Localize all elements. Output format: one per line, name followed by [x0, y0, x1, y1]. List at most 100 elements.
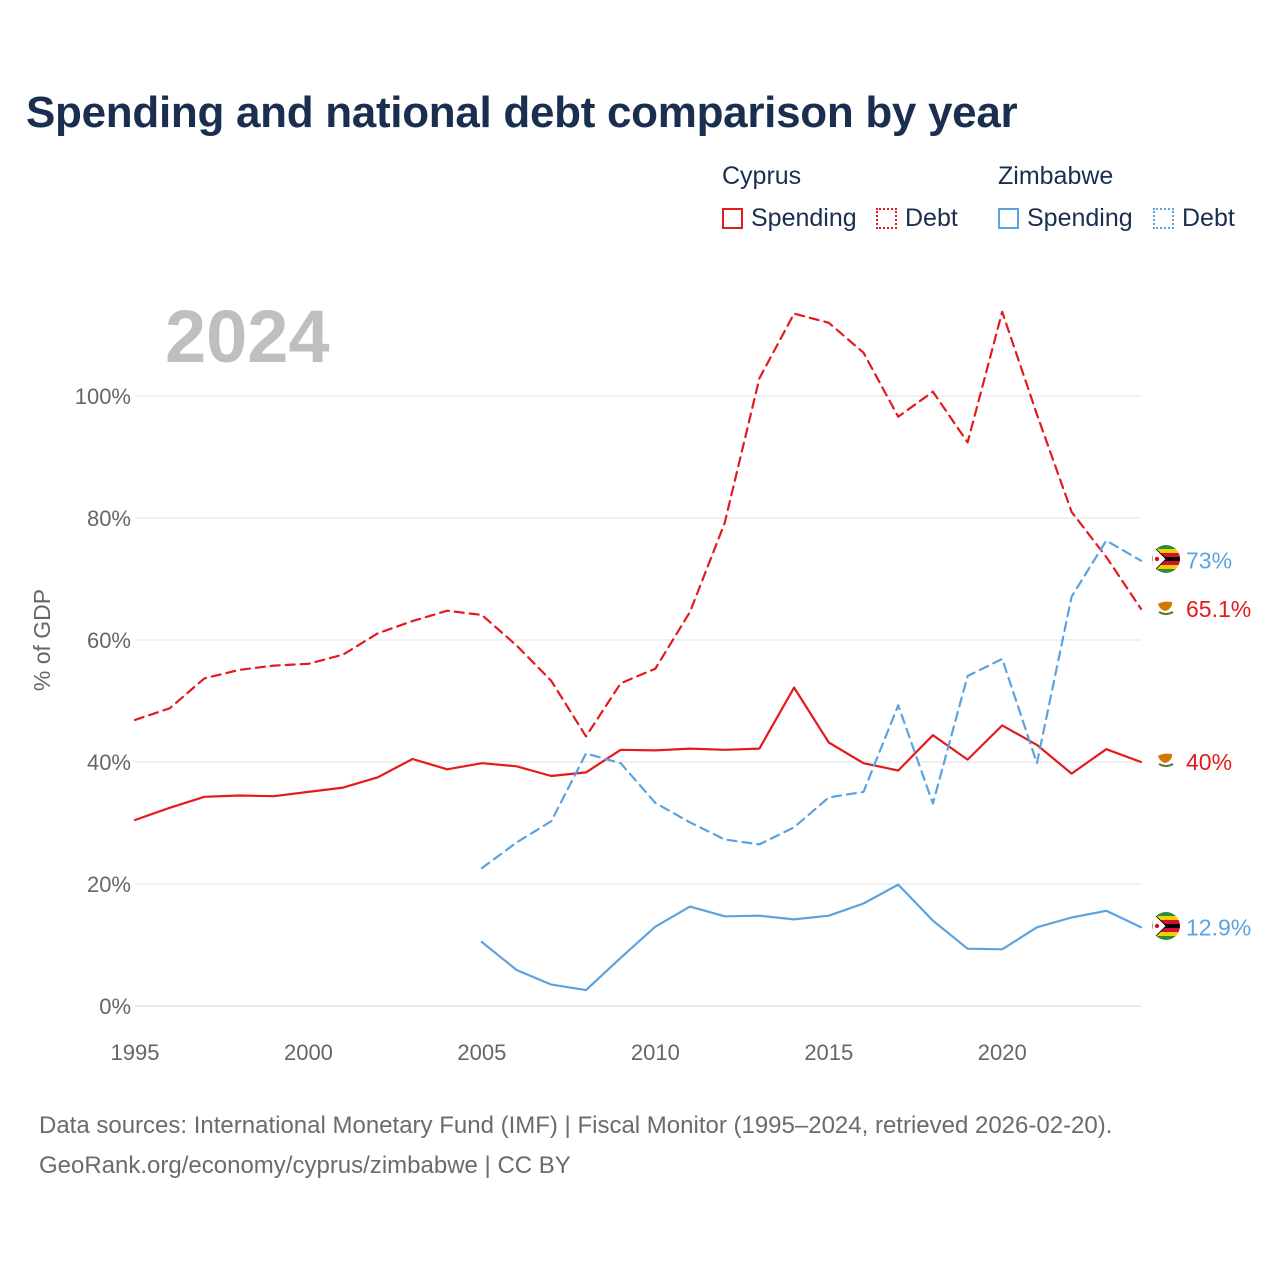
legend-swatch-dotted-blue: [1153, 208, 1174, 229]
cyprus-spending-point: [479, 760, 485, 766]
cyprus-spending-point: [236, 793, 242, 799]
zimbabwe-flag-icon: [1152, 545, 1180, 573]
zimbabwe-debt-point: [652, 800, 658, 806]
cyprus-debt-point: [860, 350, 866, 356]
zimbabwe-debt-point: [618, 760, 624, 766]
cyprus-debt-point: [722, 520, 728, 526]
zimbabwe-debt-point: [1138, 558, 1144, 564]
zimbabwe-debt-point: [583, 750, 589, 756]
x-tick-label: 2010: [631, 1040, 680, 1065]
cyprus-spending-point: [722, 747, 728, 753]
cyprus-spending-point: [271, 793, 277, 799]
zimbabwe-debt-line: [480, 539, 1143, 870]
cyprus-debt-point: [999, 309, 1005, 315]
cyprus-debt-point: [583, 733, 589, 739]
zimbabwe-debt-point: [826, 794, 832, 800]
cyprus-spending-point: [756, 746, 762, 752]
chart-title: Spending and national debt comparison by…: [26, 88, 1018, 137]
cyprus-spending-point: [514, 763, 520, 769]
cyprus-debt-point: [1138, 606, 1144, 612]
x-tick-label: 1995: [111, 1040, 160, 1065]
y-tick-label: 80%: [87, 506, 131, 531]
legend-label: Spending: [751, 204, 857, 232]
zimbabwe-spending-point: [514, 967, 520, 973]
cyprus-spending-point: [1103, 746, 1109, 752]
cyprus-spending-point: [1138, 759, 1144, 765]
zimbabwe-debt-end-label: 73%: [1186, 548, 1232, 574]
cyprus-spending-point: [167, 805, 173, 811]
cyprus-spending-end-label: 40%: [1186, 749, 1232, 775]
zimbabwe-debt-point: [791, 824, 797, 830]
legend-swatch-solid-blue: [998, 208, 1019, 229]
zimbabwe-debt-point: [514, 840, 520, 846]
cyprus-spending-point: [1034, 742, 1040, 748]
legend-zimbabwe-debt[interactable]: Debt: [1153, 204, 1235, 233]
cyprus-spending-point: [1069, 771, 1075, 777]
zimbabwe-spending-point: [791, 916, 797, 922]
cyprus-flag-icon: [1156, 749, 1176, 769]
zimbabwe-spending-point: [756, 913, 762, 919]
cyprus-spending-point: [583, 769, 589, 775]
cyprus-spending-point: [895, 768, 901, 774]
y-tick-label: 0%: [99, 994, 131, 1019]
y-tick-label: 100%: [75, 384, 131, 409]
cyprus-debt-point: [340, 652, 346, 658]
cyprus-spending-point: [999, 722, 1005, 728]
zimbabwe-debt-point: [965, 673, 971, 679]
cyprus-spending-point: [444, 766, 450, 772]
zimbabwe-flag-icon: [1152, 912, 1180, 940]
zimbabwe-spending-point: [1103, 908, 1109, 914]
cyprus-debt-point: [201, 675, 207, 681]
cyprus-debt-point: [479, 612, 485, 618]
cyprus-flag-icon: [1156, 597, 1176, 617]
zimbabwe-spending-point: [583, 987, 589, 993]
legend-swatch-dotted-red: [876, 208, 897, 229]
zimbabwe-debt-point: [687, 819, 693, 825]
zimbabwe-spending-point: [826, 913, 832, 919]
legend-cyprus-spending[interactable]: Spending: [722, 204, 857, 233]
zimbabwe-debt-point: [756, 841, 762, 847]
cyprus-debt-end-label: 65.1%: [1186, 596, 1251, 622]
cyprus-debt-point: [756, 375, 762, 381]
footer-sources: Data sources: International Monetary Fun…: [39, 1112, 1113, 1139]
x-tick-label: 2015: [804, 1040, 853, 1065]
zimbabwe-debt-point: [860, 789, 866, 795]
zimbabwe-debt-point: [999, 656, 1005, 662]
cyprus-debt-point: [305, 661, 311, 667]
cyprus-debt-point: [271, 663, 277, 669]
legend-label: Debt: [905, 204, 958, 232]
cyprus-debt-point: [930, 389, 936, 395]
zimbabwe-spending-point: [860, 901, 866, 907]
legend-cyprus-debt[interactable]: Debt: [876, 204, 958, 233]
cyprus-debt-point: [444, 608, 450, 614]
zimbabwe-spending-end-label: 12.9%: [1186, 914, 1251, 940]
cyprus-spending-point: [791, 685, 797, 691]
zimbabwe-spending-point: [965, 946, 971, 952]
cyprus-spending-point: [340, 785, 346, 791]
zimbabwe-spending-point: [652, 924, 658, 930]
legend-label: Debt: [1182, 204, 1235, 232]
zimbabwe-spending-point: [479, 939, 485, 945]
y-tick-label: 40%: [87, 750, 131, 775]
cyprus-spending-point: [687, 746, 693, 752]
x-tick-label: 2000: [284, 1040, 333, 1065]
cyprus-debt-point: [652, 666, 658, 672]
cyprus-spending-point: [860, 760, 866, 766]
year-watermark: 2024: [165, 295, 330, 378]
legend-group-cyprus: Cyprus: [722, 162, 802, 190]
cyprus-spending-point: [548, 773, 554, 779]
cyprus-spending-point: [652, 747, 658, 753]
cyprus-debt-point: [514, 642, 520, 648]
legend-zimbabwe-spending[interactable]: Spending: [998, 204, 1133, 233]
x-tick-label: 2020: [978, 1040, 1027, 1065]
zimbabwe-debt-point: [479, 865, 485, 871]
zimbabwe-debt-point: [1103, 538, 1109, 544]
cyprus-spending-point: [965, 757, 971, 763]
zimbabwe-spending-line: [480, 883, 1143, 992]
cyprus-debt-point: [826, 320, 832, 326]
zimbabwe-spending-point: [999, 946, 1005, 952]
cyprus-debt-point: [548, 678, 554, 684]
x-tick-label: 2005: [457, 1040, 506, 1065]
cyprus-spending-point: [132, 817, 138, 823]
